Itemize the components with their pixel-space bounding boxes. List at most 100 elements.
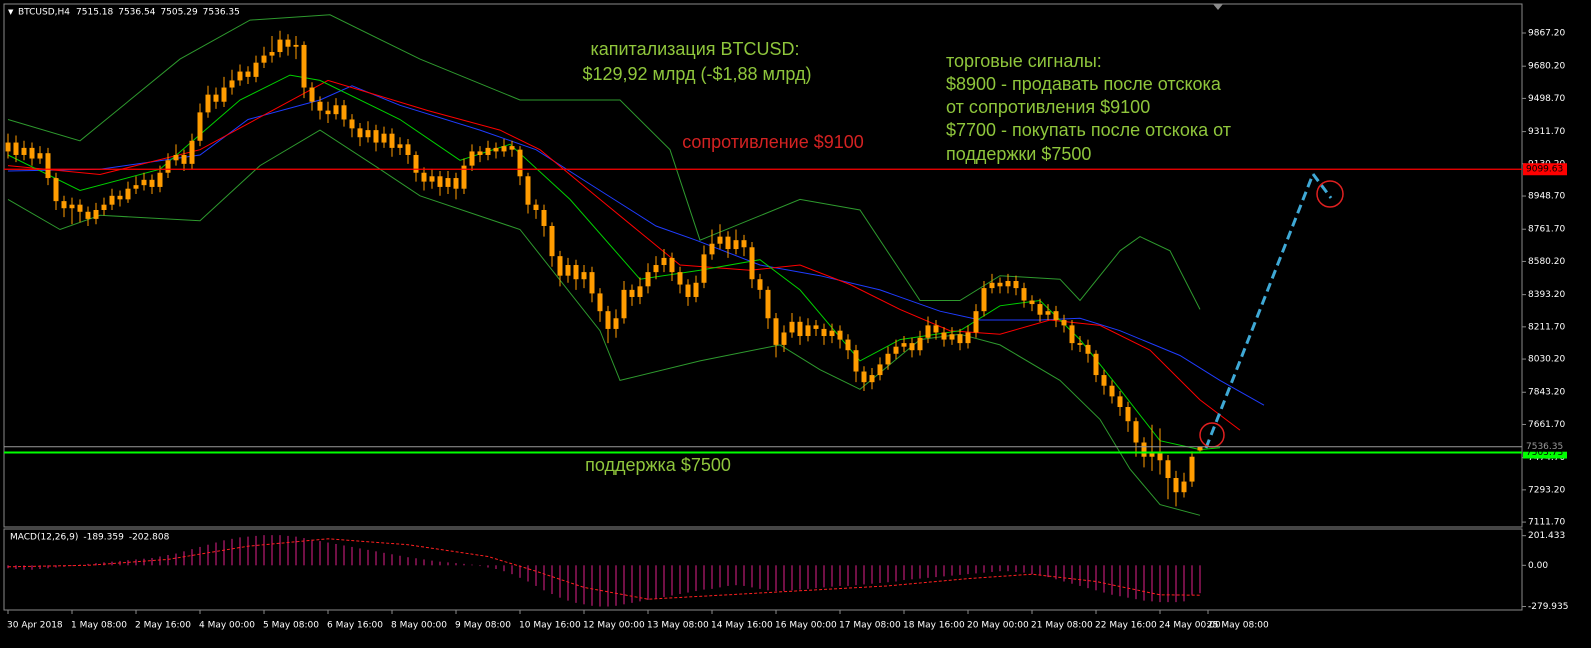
macd-bar — [1055, 565, 1057, 580]
candle-body — [789, 321, 795, 333]
macd-bar — [919, 565, 921, 579]
macd-bar — [191, 549, 193, 566]
candle-body — [757, 279, 763, 290]
macd-bar — [423, 559, 425, 566]
candle-body — [717, 236, 723, 244]
macd-bar — [671, 565, 673, 596]
candle-body — [997, 282, 1003, 287]
annotation: торговые сигналы: — [946, 51, 1102, 71]
y-tick-label: 8030.20 — [1528, 355, 1565, 365]
candle-body — [421, 172, 427, 182]
candle-body — [573, 265, 579, 280]
candle-body — [1165, 460, 1171, 479]
macd-bar — [311, 539, 313, 566]
macd-bar — [151, 557, 153, 566]
candle-body — [701, 254, 707, 283]
candle-body — [333, 105, 339, 115]
candle-body — [661, 257, 667, 266]
shift-marker[interactable] — [1213, 4, 1223, 10]
x-tick-label: 6 May 16:00 — [327, 621, 383, 631]
macd-panel — [3, 528, 1523, 611]
macd-bar — [399, 555, 401, 566]
y-tick-label: 8393.20 — [1528, 290, 1565, 300]
macd-bar — [775, 565, 777, 592]
y-tick-label: 0.00 — [1528, 561, 1548, 571]
candle-body — [285, 39, 291, 47]
y-tick-label: 7111.70 — [1528, 518, 1565, 528]
candle-body — [589, 272, 595, 294]
candle-body — [629, 289, 635, 297]
candle-body — [1021, 288, 1027, 301]
x-tick-label: 8 May 00:00 — [391, 621, 447, 631]
macd-bar — [655, 565, 657, 599]
candle-body — [229, 80, 235, 88]
macd-bar — [183, 551, 185, 566]
candle-body — [85, 211, 91, 219]
indicator-line — [7, 14, 1201, 310]
x-tick-label: 16 May 00:00 — [775, 621, 837, 631]
menu-arrow[interactable]: ▼ — [8, 8, 14, 16]
macd-bar — [831, 565, 833, 587]
macd-bar — [111, 561, 113, 566]
macd-bar — [135, 559, 137, 566]
macd-bar — [567, 565, 569, 601]
macd-bar — [1031, 565, 1033, 575]
candle-body — [221, 87, 227, 102]
candle-body — [1013, 280, 1019, 289]
macd-bar — [1095, 565, 1097, 591]
macd-bar — [575, 565, 577, 603]
y-tick-label: 9498.70 — [1528, 94, 1565, 104]
macd-bar — [799, 565, 801, 590]
macd-bar — [223, 540, 225, 566]
y-tick-label: 9311.70 — [1528, 127, 1565, 137]
macd-bar — [479, 565, 481, 567]
macd-bar — [631, 565, 633, 603]
macd-plot — [7, 535, 1201, 607]
candle-body — [109, 195, 115, 205]
candle-body — [1173, 478, 1179, 493]
candle-body — [13, 142, 19, 155]
candle-body — [1077, 343, 1083, 345]
candle-body — [533, 204, 539, 211]
macd-bar — [967, 565, 969, 575]
candle-body — [917, 337, 923, 351]
macd-bar — [1111, 565, 1113, 595]
macd-bar — [1183, 565, 1185, 602]
macd-bar — [703, 565, 705, 590]
ohlc-value: 7515.18 — [76, 8, 113, 18]
candle-body — [797, 321, 803, 337]
macd-bar — [759, 565, 761, 589]
signal-circle — [1316, 180, 1344, 208]
candle-body — [133, 185, 139, 189]
macd-bar — [991, 565, 993, 572]
candle-body — [813, 325, 819, 329]
macd-bar — [271, 535, 273, 566]
macd-bar — [1191, 565, 1193, 595]
candle-body — [101, 204, 107, 211]
macd-bar — [95, 563, 97, 566]
macd-bar — [927, 565, 929, 578]
candle-body — [1189, 456, 1195, 482]
macd-bar — [175, 553, 177, 566]
candle-body — [125, 188, 131, 200]
annotation: $7700 - покупать после отскока от — [946, 120, 1231, 140]
candle-body — [725, 236, 731, 250]
macd-bar — [935, 565, 937, 578]
macd-bar — [335, 543, 337, 566]
macd-bar — [487, 565, 489, 568]
macd-bar — [47, 565, 49, 569]
candle-body — [821, 328, 827, 337]
macd-bar — [231, 538, 233, 566]
candle-body — [669, 257, 675, 273]
macd-bar — [847, 565, 849, 586]
macd-bar — [503, 565, 505, 572]
macd-bar — [711, 565, 713, 589]
candle-body — [557, 256, 563, 276]
candle-body — [837, 330, 843, 340]
macd-bar — [551, 565, 553, 595]
candle-body — [237, 71, 243, 81]
macd-bar — [447, 562, 449, 566]
macd-bar — [1007, 565, 1009, 572]
macd-bar — [559, 565, 561, 598]
candle-body — [653, 265, 659, 273]
